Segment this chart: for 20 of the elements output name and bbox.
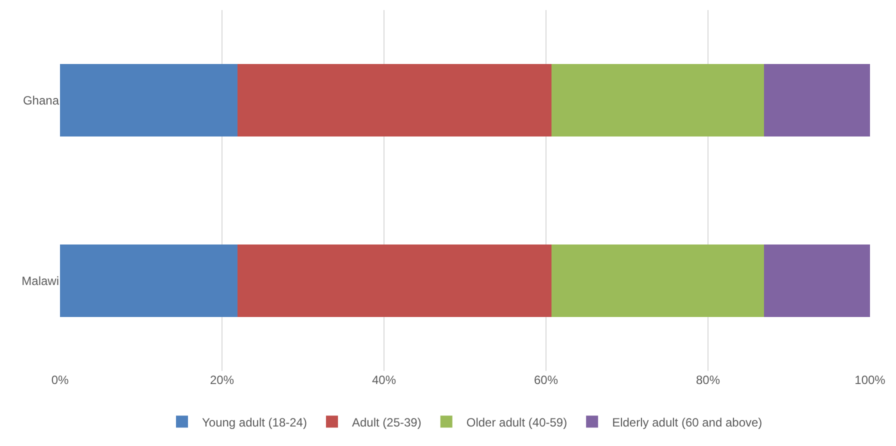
bar	[60, 244, 238, 317]
x-tick-label: 20%	[210, 373, 234, 387]
bar	[552, 244, 764, 317]
x-tick-label: 100%	[854, 373, 886, 387]
y-tick-label: Malawi	[22, 274, 59, 288]
legend-label: Adult (25-39)	[352, 415, 422, 430]
legend-label: Young adult (18-24)	[202, 415, 307, 430]
bar	[764, 64, 870, 136]
bar	[237, 64, 552, 136]
x-tick-label: 60%	[534, 373, 558, 387]
x-tick-label: 40%	[372, 373, 396, 387]
legend-label: Older adult (40-59)	[466, 415, 568, 430]
y-tick-label: Ghana	[22, 93, 60, 108]
bar	[237, 244, 552, 317]
x-tick-label: 80%	[696, 373, 720, 387]
bar	[764, 244, 870, 317]
x-tick-label: 0%	[51, 373, 69, 387]
legend-label: Elderly adult (60 and above)	[612, 415, 762, 430]
bar	[552, 64, 764, 136]
bar	[60, 64, 238, 136]
